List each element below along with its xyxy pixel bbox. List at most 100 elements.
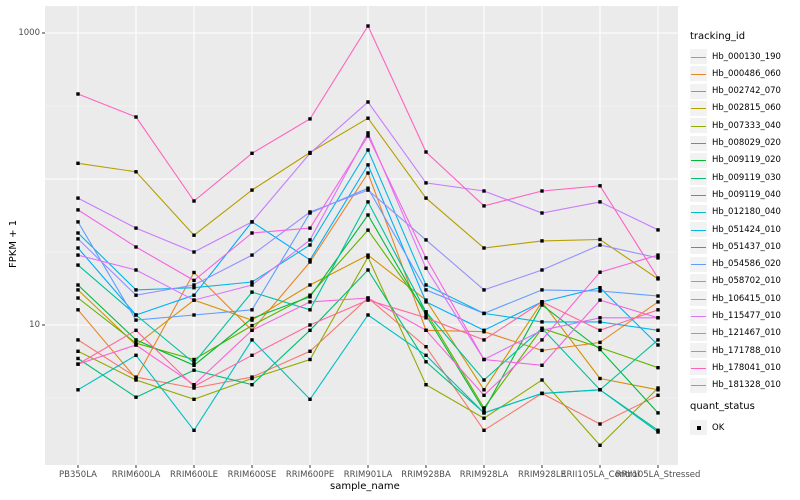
data-point [308, 117, 312, 121]
x-tick-label: PB350LA [59, 470, 97, 480]
legend-color-line [691, 73, 706, 75]
data-point [308, 328, 312, 332]
data-point [366, 188, 370, 192]
data-point [250, 280, 254, 284]
data-point [598, 320, 602, 324]
data-point [656, 276, 660, 280]
data-point [482, 393, 486, 397]
data-point [134, 226, 138, 230]
data-point [76, 388, 80, 392]
legend-color-line [691, 143, 706, 144]
data-point [134, 338, 138, 342]
data-point [134, 170, 138, 174]
data-point [540, 211, 544, 215]
data-point [76, 349, 80, 353]
legend-item-Hb_178041_010: Hb_178041_010 [690, 359, 781, 376]
legend-key-swatch [690, 83, 707, 99]
legend-color-line [691, 194, 706, 196]
data-point [656, 366, 660, 370]
data-point [598, 289, 602, 293]
legend-key-swatch [690, 222, 707, 237]
data-point [76, 246, 80, 250]
legend-key-swatch [690, 49, 707, 64]
legend-title-quant-status: quant_status [690, 401, 755, 412]
x-tick-label: RRIM600LA [111, 470, 161, 480]
legend-item-Hb_106415_010: Hb_106415_010 [690, 290, 781, 307]
data-point [76, 288, 80, 292]
legend-item-Hb_000130_190: Hb_000130_190 [690, 48, 781, 65]
data-point [656, 308, 660, 312]
legend-item-Hb_012180_040: Hb_012180_040 [690, 204, 781, 221]
data-point [656, 386, 660, 390]
legend-item-label: OK [712, 422, 725, 433]
data-point [250, 338, 254, 342]
data-point [598, 286, 602, 290]
data-point [250, 328, 254, 332]
data-point [598, 345, 602, 350]
data-point [250, 231, 254, 235]
legend-key-swatch [690, 360, 707, 376]
data-point [598, 388, 602, 392]
data-point [192, 368, 196, 372]
data-point [76, 237, 80, 241]
data-point [366, 200, 370, 204]
data-point [192, 283, 196, 287]
data-point [424, 266, 428, 270]
data-point [482, 288, 486, 292]
data-point [598, 184, 602, 188]
data-point [366, 268, 370, 272]
data-point [366, 116, 370, 120]
data-point [540, 363, 544, 367]
legend-item-Hb_007333_040: Hb_007333_040 [690, 117, 781, 134]
data-point [308, 349, 312, 353]
data-point [482, 357, 486, 362]
data-point [656, 338, 660, 342]
legend-item-Hb_009119_020: Hb_009119_020 [690, 152, 781, 169]
data-point [540, 239, 544, 243]
y-tick-label: 1000 [18, 28, 40, 38]
legend-item-label: Hb_051424_010 [712, 224, 781, 235]
data-point [366, 163, 370, 167]
data-point [366, 134, 370, 138]
data-point [656, 388, 660, 392]
data-point [424, 298, 428, 302]
data-point [76, 253, 80, 257]
data-point [656, 294, 660, 298]
data-point [598, 340, 602, 345]
data-point [598, 376, 602, 381]
legend-item-label: Hb_000130_190 [712, 51, 781, 62]
data-point [656, 343, 660, 347]
data-point [250, 290, 254, 294]
data-point [76, 231, 80, 235]
x-tick-label: RRIM600PE [285, 470, 335, 480]
data-point [134, 245, 138, 249]
data-point [598, 443, 602, 447]
legend-key-swatch [690, 204, 707, 220]
data-point [134, 353, 138, 357]
data-point [540, 338, 544, 342]
data-point [424, 181, 428, 185]
legend-key-swatch [690, 273, 707, 289]
x-tick-label: RRIM928BA [401, 470, 451, 480]
data-point [424, 316, 428, 320]
data-point [250, 283, 254, 287]
legend-item-Hb_171788_010: Hb_171788_010 [690, 342, 781, 359]
legend-key-swatch [690, 152, 707, 168]
data-point [192, 278, 196, 283]
data-point [192, 357, 196, 362]
data-point [424, 360, 428, 364]
legend-item-Hb_054586_020: Hb_054586_020 [690, 256, 781, 273]
legend-key-swatch [690, 170, 707, 186]
x-tick-label: RRIM928LA [459, 470, 509, 480]
data-point [308, 243, 312, 247]
data-point [192, 397, 196, 401]
data-point [598, 200, 602, 204]
data-point [134, 395, 138, 399]
legend-color-line [691, 316, 706, 317]
data-point [366, 213, 370, 217]
data-point [482, 204, 486, 208]
legend-item-label: Hb_002815_060 [712, 103, 781, 114]
data-point [308, 260, 312, 264]
x-tick-label: RRII105LA_Control [560, 470, 640, 480]
data-point [540, 268, 544, 272]
